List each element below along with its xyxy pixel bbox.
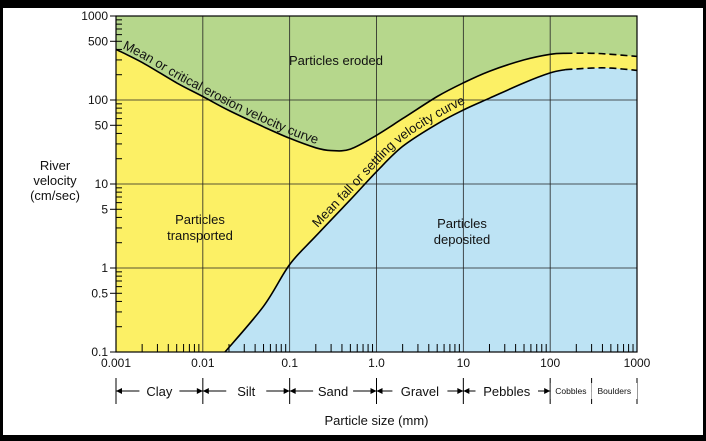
- size-class-arrowhead: [283, 388, 290, 394]
- size-class-arrowhead: [196, 388, 203, 394]
- size-class-label: Cobbles: [555, 386, 586, 396]
- size-class-label-bg: [313, 383, 354, 399]
- size-class-label: Boulders: [598, 386, 632, 396]
- size-class-label: Silt: [237, 384, 255, 399]
- label-particles-eroded: Particles eroded: [289, 53, 383, 68]
- size-class-arrowhead: [376, 388, 383, 394]
- x-tick-label: 0.001: [101, 356, 131, 370]
- y-tick-label: 1000: [81, 9, 108, 23]
- x-tick-label: 10: [457, 356, 471, 370]
- y-tick-label: 0.1: [91, 345, 108, 359]
- y-axis-title-line: (cm/sec): [30, 188, 80, 203]
- y-axis-title-line: velocity: [33, 173, 77, 188]
- size-class-label: Sand: [318, 384, 348, 399]
- label-particles-deposited: deposited: [434, 232, 490, 247]
- settling-curve-line: [224, 68, 566, 353]
- y-tick-label: 5: [101, 202, 108, 216]
- x-tick-label: 1.0: [368, 356, 385, 370]
- settling-curve-line-dashed: [565, 67, 638, 72]
- size-class-label: Pebbles: [483, 384, 530, 399]
- y-tick-label: 500: [88, 34, 108, 48]
- size-class-arrowhead: [544, 388, 551, 394]
- size-class-label-bg: [139, 383, 180, 399]
- x-tick-label: 1000: [624, 356, 651, 370]
- y-tick-label: 100: [88, 93, 108, 107]
- x-axis-title: Particle size (mm): [324, 413, 428, 428]
- label-particles-deposited: Particles: [437, 216, 487, 231]
- erosion-curve-line-dashed: [565, 52, 638, 58]
- size-class-arrowhead: [202, 388, 209, 394]
- size-class-label-bg: [226, 383, 267, 399]
- size-class-label: Clay: [146, 384, 173, 399]
- label-particles-transported: Particles: [175, 212, 225, 227]
- y-axis-title-line: River: [40, 158, 71, 173]
- size-class-label-bg: [392, 383, 448, 399]
- chart-frame: 1000 500 100 50 10 5 1 0.5 0.1 0.001 0.01 0.1 1.0 10 1…: [3, 8, 703, 435]
- size-class-arrowhead: [289, 388, 296, 394]
- y-tick-label: 10: [95, 177, 109, 191]
- y-tick-label: 0.5: [91, 286, 108, 300]
- region-deposited: [224, 67, 637, 352]
- size-class-label-bg: [591, 383, 638, 399]
- y-tick-label: 50: [95, 118, 109, 132]
- label-particles-transported: transported: [167, 228, 233, 243]
- x-tick-label: 0.1: [281, 356, 298, 370]
- size-class-arrowhead: [463, 388, 470, 394]
- y-tick-label: 1: [101, 261, 108, 275]
- size-class-arrowhead: [116, 388, 122, 394]
- x-tick-label: 0.01: [191, 356, 215, 370]
- size-class-label-bg: [550, 383, 592, 399]
- size-class-label: Gravel: [401, 384, 439, 399]
- size-class-label-bg: [475, 383, 538, 399]
- size-class-arrowhead: [370, 388, 377, 394]
- size-class-arrowhead: [457, 388, 464, 394]
- x-tick-label: 100: [540, 356, 560, 370]
- erosion-curve-line: [115, 48, 566, 152]
